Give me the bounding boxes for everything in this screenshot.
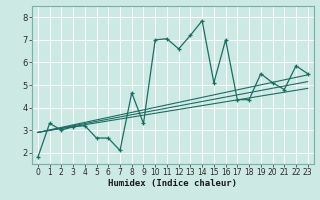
X-axis label: Humidex (Indice chaleur): Humidex (Indice chaleur) — [108, 179, 237, 188]
